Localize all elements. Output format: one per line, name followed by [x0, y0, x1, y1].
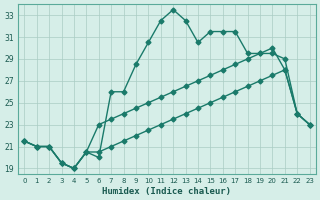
- X-axis label: Humidex (Indice chaleur): Humidex (Indice chaleur): [102, 187, 231, 196]
